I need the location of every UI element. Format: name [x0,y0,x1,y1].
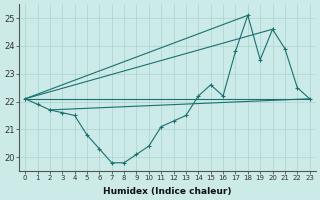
X-axis label: Humidex (Indice chaleur): Humidex (Indice chaleur) [103,187,232,196]
